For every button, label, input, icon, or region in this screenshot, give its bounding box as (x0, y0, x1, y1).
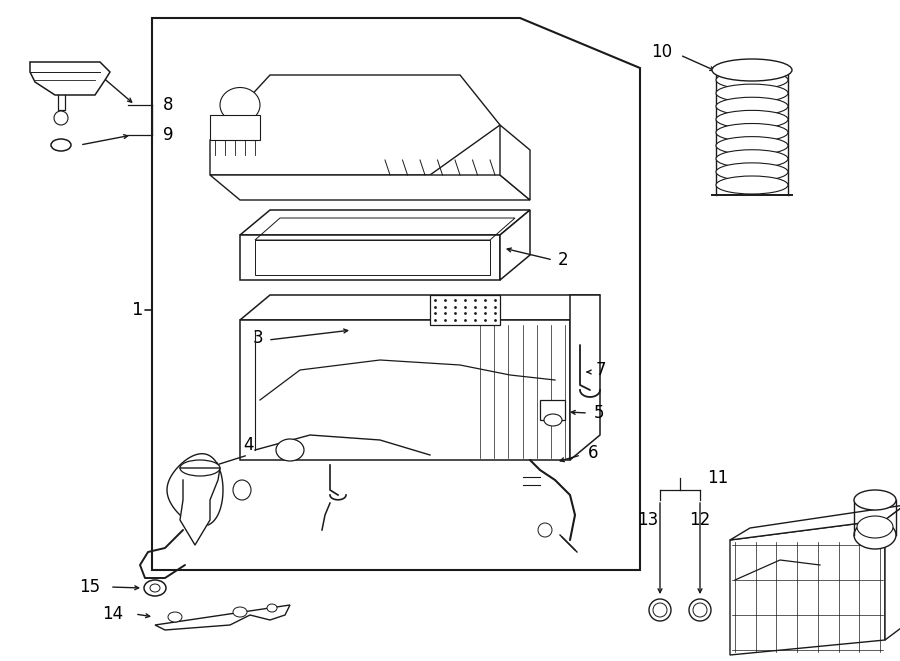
Text: 12: 12 (689, 511, 711, 529)
Ellipse shape (716, 137, 788, 155)
Polygon shape (570, 295, 600, 460)
Ellipse shape (233, 607, 247, 617)
Polygon shape (240, 320, 570, 460)
Ellipse shape (180, 460, 220, 476)
Ellipse shape (712, 59, 792, 81)
Ellipse shape (854, 490, 896, 510)
Text: 14: 14 (103, 605, 123, 623)
Ellipse shape (716, 84, 788, 102)
Ellipse shape (220, 87, 260, 122)
Ellipse shape (54, 111, 68, 125)
Ellipse shape (538, 523, 552, 537)
Ellipse shape (689, 599, 711, 621)
Text: 15: 15 (79, 578, 101, 596)
Ellipse shape (716, 150, 788, 168)
Ellipse shape (649, 599, 671, 621)
Ellipse shape (857, 516, 893, 538)
Polygon shape (152, 18, 640, 570)
Ellipse shape (716, 110, 788, 128)
Polygon shape (210, 115, 260, 140)
Ellipse shape (51, 139, 71, 151)
Polygon shape (155, 605, 290, 630)
Polygon shape (210, 75, 500, 175)
Text: 11: 11 (707, 469, 729, 487)
Polygon shape (430, 295, 500, 325)
Ellipse shape (854, 521, 896, 549)
Polygon shape (240, 295, 600, 320)
Polygon shape (540, 400, 565, 420)
Polygon shape (180, 468, 220, 545)
Ellipse shape (144, 580, 166, 596)
Polygon shape (30, 62, 110, 95)
Polygon shape (240, 210, 530, 235)
Text: 5: 5 (594, 404, 604, 422)
Ellipse shape (716, 124, 788, 141)
Ellipse shape (276, 439, 304, 461)
Polygon shape (500, 210, 530, 280)
Ellipse shape (267, 604, 277, 612)
Polygon shape (730, 520, 885, 655)
Ellipse shape (653, 603, 667, 617)
Text: 7: 7 (596, 361, 607, 379)
Text: 8: 8 (163, 96, 173, 114)
Ellipse shape (716, 71, 788, 89)
Text: 10: 10 (652, 43, 672, 61)
Text: 2: 2 (558, 251, 568, 269)
Ellipse shape (233, 480, 251, 500)
Text: 3: 3 (253, 329, 264, 347)
Ellipse shape (168, 612, 182, 622)
Polygon shape (167, 453, 223, 526)
Text: 13: 13 (637, 511, 659, 529)
Text: 1: 1 (132, 301, 144, 319)
Text: 9: 9 (163, 126, 173, 144)
Ellipse shape (716, 97, 788, 115)
Ellipse shape (544, 414, 562, 426)
Polygon shape (500, 125, 530, 200)
Ellipse shape (716, 163, 788, 181)
Polygon shape (240, 235, 500, 280)
Ellipse shape (716, 176, 788, 194)
Text: 4: 4 (243, 436, 253, 454)
Polygon shape (210, 175, 530, 200)
Text: 6: 6 (588, 444, 598, 462)
Ellipse shape (150, 584, 160, 592)
Polygon shape (730, 505, 900, 540)
Polygon shape (885, 505, 900, 640)
Ellipse shape (693, 603, 707, 617)
